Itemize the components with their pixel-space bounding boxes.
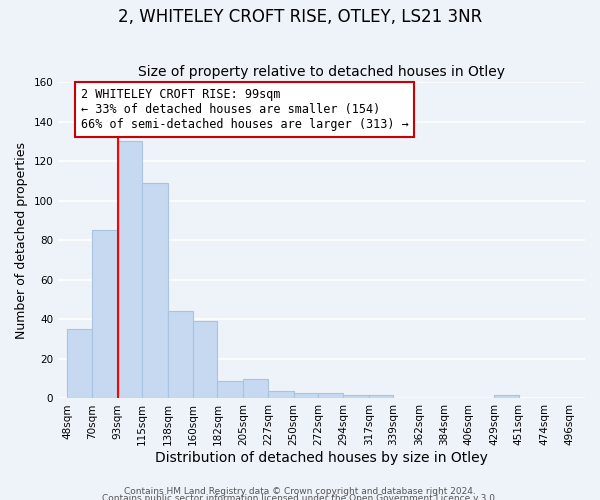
Y-axis label: Number of detached properties: Number of detached properties xyxy=(15,142,28,339)
Bar xyxy=(343,394,368,398)
Bar xyxy=(318,392,343,398)
Bar xyxy=(368,394,394,398)
Bar xyxy=(142,183,168,398)
Title: Size of property relative to detached houses in Otley: Size of property relative to detached ho… xyxy=(138,66,505,80)
Bar xyxy=(67,329,92,398)
Bar xyxy=(494,394,519,398)
Text: Contains HM Land Registry data © Crown copyright and database right 2024.: Contains HM Land Registry data © Crown c… xyxy=(124,487,476,496)
Bar xyxy=(118,142,142,398)
Bar xyxy=(268,390,293,398)
X-axis label: Distribution of detached houses by size in Otley: Distribution of detached houses by size … xyxy=(155,451,488,465)
Bar xyxy=(217,380,243,398)
Bar xyxy=(193,322,217,398)
Bar xyxy=(168,312,193,398)
Text: 2, WHITELEY CROFT RISE, OTLEY, LS21 3NR: 2, WHITELEY CROFT RISE, OTLEY, LS21 3NR xyxy=(118,8,482,26)
Text: Contains public sector information licensed under the Open Government Licence v.: Contains public sector information licen… xyxy=(102,494,498,500)
Bar xyxy=(92,230,118,398)
Text: 2 WHITELEY CROFT RISE: 99sqm
← 33% of detached houses are smaller (154)
66% of s: 2 WHITELEY CROFT RISE: 99sqm ← 33% of de… xyxy=(80,88,409,131)
Bar xyxy=(243,378,268,398)
Bar xyxy=(293,392,318,398)
